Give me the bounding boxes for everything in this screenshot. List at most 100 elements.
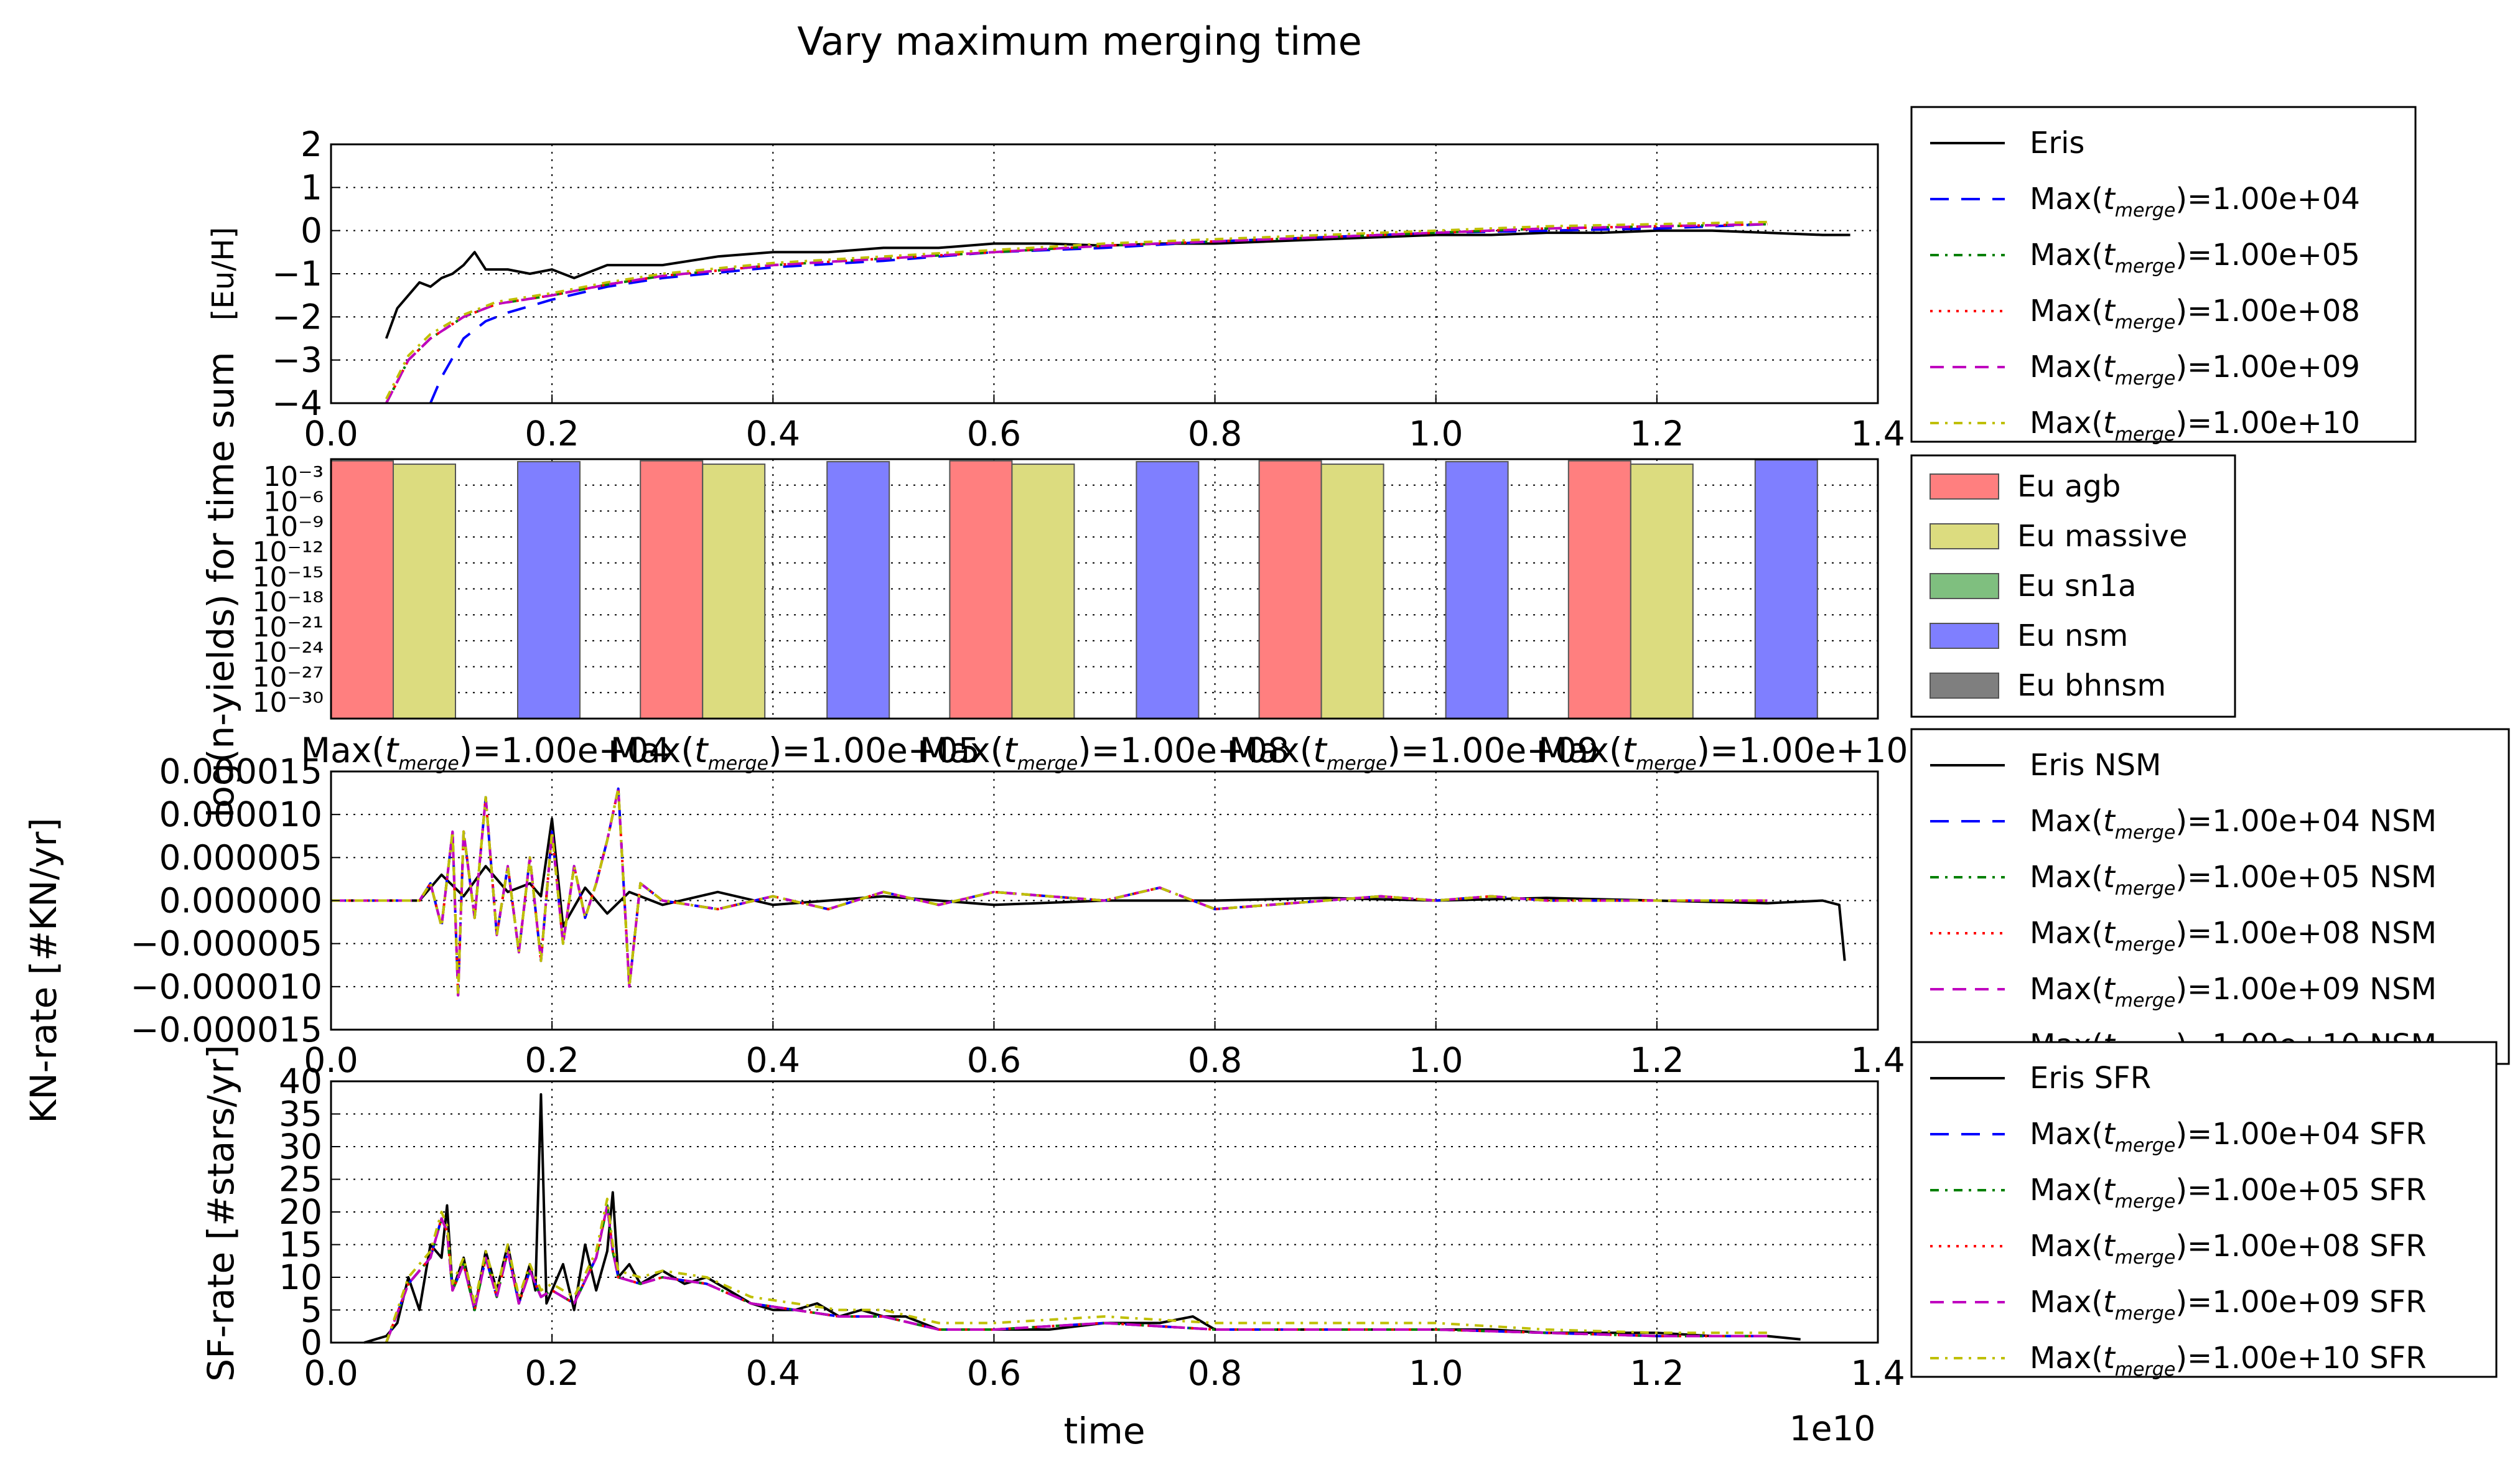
x-tick-label: 0.0: [304, 414, 358, 454]
y-tick-label: 10⁻²⁴: [253, 636, 324, 668]
x-tick-label: 0.6: [967, 414, 1021, 454]
x-tick-label: 1.2: [1630, 414, 1684, 454]
bar-2-2: [702, 464, 766, 720]
legend-label: Max(tmerge)=1.00e+09 SFR: [2030, 1285, 2427, 1325]
series-line-4: [385, 1204, 1768, 1343]
x-tick-label: 0.8: [1188, 414, 1242, 454]
legend-swatch: [1930, 573, 1999, 599]
bar-4-2: [826, 461, 890, 719]
legend-swatch: [1930, 673, 1999, 699]
series-line-5: [385, 1204, 1768, 1343]
y-tick-label: 0.000010: [159, 794, 322, 834]
category-label: Max(tmerge)=1.00e+10: [1538, 730, 1908, 775]
legend-label: Max(tmerge)=1.00e+04: [2030, 182, 2360, 221]
legend-label: Max(tmerge)=1.00e+04 SFR: [2030, 1117, 2427, 1157]
series-line-3: [385, 1204, 1768, 1343]
y-tick-label: 10⁻¹²: [253, 536, 324, 568]
legend-box: [1910, 1041, 2498, 1378]
y-tick-label: 15: [279, 1225, 322, 1265]
plot-frame-2: [330, 458, 1879, 720]
y-axis-label: SF-rate [#stars/yr]: [200, 1045, 242, 1381]
series-line-1: [385, 229, 1850, 339]
y-tick-label: 10⁻⁶: [263, 486, 324, 518]
y-tick-label: −0.000005: [130, 924, 322, 964]
legend-layer: Eris Max(tmerge)=1.00e+04 Max(tmerge)=1.00…: [1910, 106, 2510, 1381]
legend-label: Eu agb: [2017, 469, 2121, 504]
legend-label: Eris NSM: [2030, 748, 2161, 783]
category-label: Max(tmerge)=1.00e+09: [1229, 730, 1598, 775]
frame-layer: [330, 143, 1879, 1344]
y-axis-label: log(n-yields) for time sum: [200, 352, 242, 818]
x-tick-label: 1.0: [1409, 414, 1463, 454]
y-tick-label: 25: [279, 1160, 322, 1200]
y-tick-label: 0.000000: [159, 881, 322, 921]
x-tick-label: 0.2: [525, 1040, 579, 1080]
bar-4-5: [1754, 459, 1818, 719]
y-tick-label: −3: [272, 340, 322, 380]
bar-2-5: [1630, 464, 1694, 720]
x-tick-label: 0.8: [1188, 1040, 1242, 1080]
series-line-3: [385, 223, 1768, 404]
legend-swatch: [1930, 473, 1999, 500]
x-tick-label: 0.4: [746, 1353, 800, 1393]
y-tick-label: 10⁻³: [263, 461, 324, 493]
legend-label: Max(tmerge)=1.00e+10 SFR: [2030, 1341, 2427, 1381]
y-tick-label: 10⁻²⁷: [253, 662, 324, 694]
legend-label: Max(tmerge)=1.00e+04 NSM: [2030, 804, 2437, 844]
legend-label: Max(tmerge)=1.00e+05: [2030, 238, 2360, 277]
legend-label: Max(tmerge)=1.00e+10: [2030, 406, 2360, 445]
x-tick-label: 0.2: [525, 1353, 579, 1393]
bar-4-3: [1136, 461, 1200, 719]
series-line-6: [331, 787, 1768, 997]
x-tick-label: 1.2: [1630, 1353, 1684, 1393]
series-line-5: [331, 787, 1768, 997]
x-tick-label: 0.8: [1188, 1353, 1242, 1393]
y-tick-label: 0: [301, 211, 322, 251]
series-line-6: [385, 1198, 1768, 1343]
y-tick-label: −4: [272, 383, 322, 423]
bar-2-4: [1320, 464, 1384, 720]
category-label: Max(tmerge)=1.00e+04: [301, 730, 671, 775]
chart-title: Vary maximum merging time: [797, 19, 1362, 64]
legend-label: Eu nsm: [2017, 618, 2128, 653]
y-tick-label: 10: [279, 1257, 322, 1297]
y-axis-label: [Eu/H]: [206, 227, 241, 320]
x-tick-label: 0.0: [304, 1040, 358, 1080]
legend-label: Max(tmerge)=1.00e+08 SFR: [2030, 1229, 2427, 1269]
bar-2-1: [393, 464, 456, 720]
y-tick-label: 10⁻³⁰: [253, 687, 324, 719]
y-tick-label: −2: [272, 297, 322, 337]
data-layer: [330, 220, 1850, 1344]
series-line-2: [429, 223, 1768, 404]
y-tick-label: 20: [279, 1192, 322, 1232]
y-axis-label: KN-rate [#KN/yr]: [22, 818, 65, 1124]
bar-1-5: [1567, 460, 1631, 719]
y-tick-label: 2: [301, 124, 322, 164]
legend-box: [1910, 106, 2417, 443]
x-tick-label: 0.4: [746, 1040, 800, 1080]
y-tick-label: 10⁻⁹: [263, 511, 324, 543]
bar-1-2: [640, 460, 704, 719]
x-tick-label: 1.4: [1850, 1040, 1905, 1080]
category-label: Max(tmerge)=1.00e+08: [920, 730, 1289, 775]
y-tick-label: 0: [301, 1323, 322, 1363]
x-tick-label: 1.4: [1850, 1353, 1905, 1393]
x-axis-label: time: [1063, 1410, 1145, 1452]
legend-label: Eris SFR: [2030, 1061, 2151, 1096]
series-line-5: [385, 223, 1768, 404]
legend-swatch: [1930, 623, 1999, 649]
x-tick-label: 0.6: [967, 1353, 1021, 1393]
y-tick-label: 10⁻¹⁸: [253, 587, 324, 618]
y-tick-label: 40: [279, 1061, 322, 1101]
legend-label: Max(tmerge)=1.00e+09: [2030, 350, 2360, 389]
legend-label: Eu bhnsm: [2017, 668, 2166, 703]
y-tick-label: 30: [279, 1127, 322, 1167]
text-layer: 0.0 0.2 0.4 0.6 0.8 1.0 1.2 1.4210−1−2−3−4Vary …: [22, 19, 1908, 1452]
series-line-1: [331, 818, 1846, 961]
legend-label: Max(tmerge)=1.00e+09 NSM: [2030, 972, 2437, 1012]
legend-label: Max(tmerge)=1.00e+08: [2030, 294, 2360, 333]
x-tick-label: 0.4: [746, 414, 800, 454]
series-line-1: [363, 1093, 1801, 1344]
legend-box: [1910, 728, 2510, 1065]
